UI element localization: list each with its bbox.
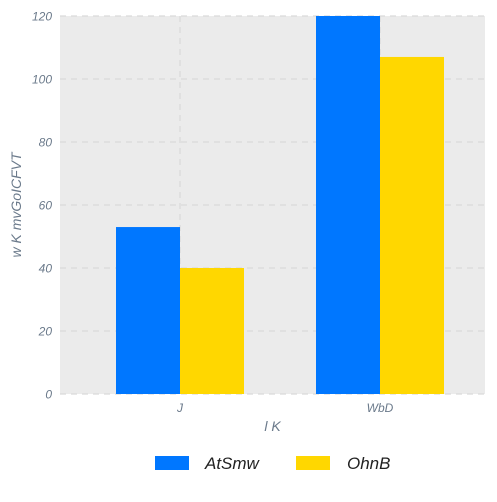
legend-swatch [296,456,330,470]
x-axis-ticks: J WbD [176,401,394,415]
y-tick-label: 120 [32,10,52,24]
legend-swatch [155,456,189,470]
y-axis-label: w K mvGoICFVT [8,151,24,257]
y-tick-label: 60 [39,199,53,213]
y-tick-label: 20 [38,325,53,339]
legend-label: AtSmw [204,454,261,473]
bars [116,16,444,394]
legend-label: OhnB [347,454,390,473]
x-tick-label: WbD [367,401,394,415]
y-axis-ticks: 0 20 40 60 80 100 120 [32,10,52,402]
x-tick-label: J [176,401,184,415]
legend: AtSmw OhnB [155,454,390,473]
x-axis-label: l K [264,418,281,434]
bar-OhnB-WbD [380,56,444,394]
y-tick-label: 80 [39,136,53,150]
y-tick-label: 0 [45,388,52,402]
bar-OhnB-J [180,268,244,394]
bar-AtSmw-WbD [316,16,380,394]
y-tick-label: 100 [32,73,52,87]
bar-AtSmw-J [116,227,180,394]
y-tick-label: 40 [39,262,53,276]
